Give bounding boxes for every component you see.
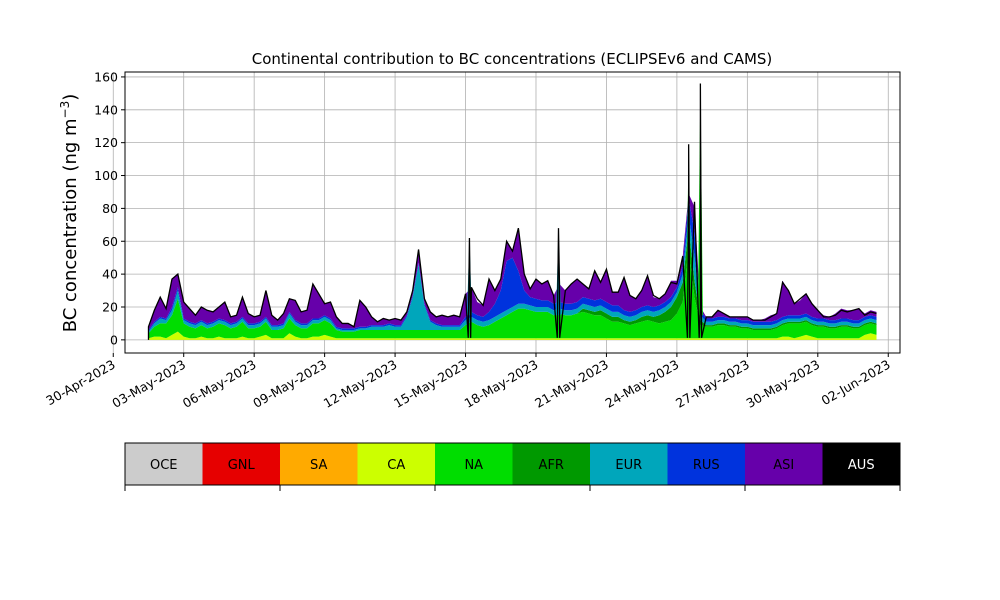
x-tick-label: 12-May-2023 bbox=[321, 357, 400, 411]
area-series-na bbox=[148, 247, 877, 339]
legend-swatch-aus bbox=[822, 443, 901, 485]
legend-swatch-afr bbox=[512, 443, 591, 485]
area-series-ca bbox=[148, 331, 877, 340]
legend-label-oce: OCE bbox=[150, 458, 178, 473]
legend-colorbar: OCE GNL SA CA NA AFR EUR RUS ASI AUS bbox=[124, 442, 901, 491]
axes: 0 20 40 60 80 100 120 140 160 30-Apr-202303-May-2… bbox=[43, 69, 901, 411]
x-tick-label: 18-May-2023 bbox=[462, 357, 541, 411]
legend-label-gnl: GNL bbox=[228, 458, 256, 473]
y-axis-label: BC concentration (ng m−3) bbox=[58, 94, 81, 333]
area-series-rus bbox=[148, 198, 877, 332]
legend-label-rus: RUS bbox=[693, 458, 720, 473]
x-tick-label: 30-Apr-2023 bbox=[43, 357, 117, 409]
y-tick-label: 60 bbox=[102, 234, 118, 249]
y-tick-label: 0 bbox=[110, 332, 118, 347]
stacked-areas bbox=[147, 83, 877, 340]
x-tick-label: 15-May-2023 bbox=[391, 357, 470, 411]
y-tick-label: 140 bbox=[94, 102, 118, 117]
y-tick-label: 120 bbox=[94, 135, 118, 150]
legend-swatch-ca bbox=[357, 443, 436, 485]
legend-label-na: NA bbox=[464, 458, 483, 473]
x-tick-label: 27-May-2023 bbox=[673, 357, 752, 411]
y-tick-label: 100 bbox=[94, 168, 118, 183]
legend-swatch-gnl bbox=[202, 443, 281, 485]
area-series-asi bbox=[148, 193, 877, 330]
x-tick-label: 24-May-2023 bbox=[603, 357, 682, 411]
legend-swatch-asi bbox=[745, 443, 823, 485]
legend-label-sa: SA bbox=[310, 458, 327, 473]
legend-swatch-eur bbox=[590, 443, 668, 485]
grid bbox=[112, 72, 900, 353]
plot-frame bbox=[124, 71, 901, 354]
legend-label-asi: ASI bbox=[773, 458, 794, 473]
legend-swatch-oce bbox=[125, 443, 203, 485]
x-tick-label: 09-May-2023 bbox=[250, 357, 329, 411]
legend-frame bbox=[124, 442, 901, 486]
x-tick-label: 21-May-2023 bbox=[532, 357, 611, 411]
y-tick-label: 20 bbox=[102, 299, 118, 314]
legend-label-ca: CA bbox=[387, 458, 405, 473]
legend-label-eur: EUR bbox=[615, 458, 642, 473]
total-line bbox=[147, 83, 877, 340]
legend-swatch-rus bbox=[667, 443, 746, 485]
y-tick-label: 40 bbox=[102, 267, 118, 282]
chart-title: Continental contribution to BC concentra… bbox=[252, 50, 773, 68]
x-tick-label: 02-Jun-2023 bbox=[819, 357, 893, 408]
legend-label-aus: AUS bbox=[848, 458, 875, 473]
x-tick-label: 03-May-2023 bbox=[109, 357, 188, 411]
y-tick-label: 160 bbox=[94, 69, 118, 84]
y-tick-label: 80 bbox=[102, 201, 118, 216]
legend-label-afr: AFR bbox=[539, 458, 564, 473]
x-tick-label: 30-May-2023 bbox=[743, 357, 822, 411]
legend-swatch-na bbox=[435, 443, 513, 485]
x-tick-label: 06-May-2023 bbox=[180, 357, 259, 411]
legend-swatch-sa bbox=[280, 443, 358, 485]
area-series-eur bbox=[148, 214, 877, 334]
